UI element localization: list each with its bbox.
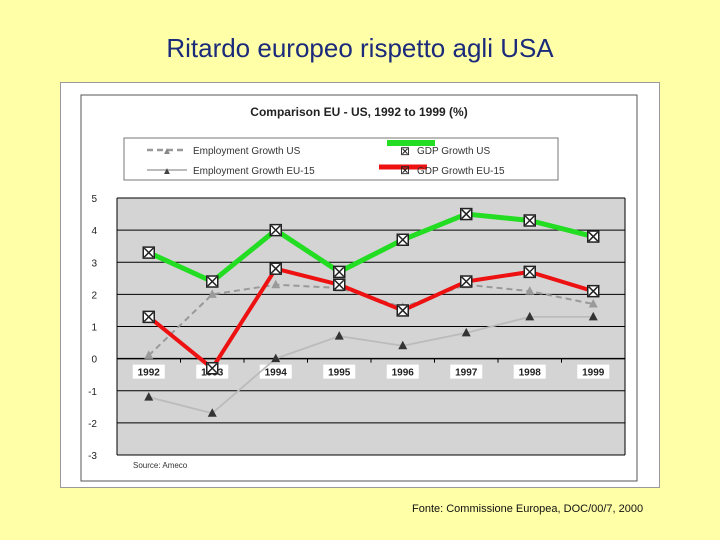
x-tick-label-bg: [450, 364, 483, 379]
y-tick-label: 4: [91, 226, 97, 237]
y-tick-label: 1: [91, 323, 97, 334]
legend: ▲ Employment Growth US ▲ Employment Grow…: [123, 137, 559, 181]
marker-cross: [207, 276, 218, 287]
marker-cross: [207, 363, 218, 374]
y-tick-label: 0: [91, 355, 97, 366]
marker-cross: [270, 225, 281, 236]
x-tick-label-bg: [513, 364, 546, 379]
data-point-employment-eu: [271, 353, 281, 363]
data-point-gdp-eu: [206, 362, 219, 375]
legend-label-gdp-us: GDP Growth US: [417, 146, 490, 157]
data-point-employment-eu: [525, 311, 535, 321]
data-point-gdp-us: [142, 246, 155, 259]
chart-title: Comparison EU - US, 1992 to 1999 (%): [250, 105, 467, 119]
data-point-gdp-us: [206, 275, 219, 288]
series-line-employment-eu: [148, 315, 594, 415]
slide-title: Ritardo europeo rispetto agli USA: [166, 33, 554, 63]
marker-cross: [334, 279, 345, 290]
data-point-gdp-eu: [396, 304, 409, 317]
marker-cross: [397, 305, 408, 316]
data-point-gdp-eu: [460, 275, 473, 288]
data-point-employment-us: [271, 279, 281, 289]
data-point-gdp-eu: [333, 278, 346, 291]
legend-marker-employment-us: ▲: [162, 146, 172, 157]
marker-cross: [397, 234, 408, 245]
data-point-employment-eu: [461, 327, 471, 337]
legend-box: [123, 137, 559, 181]
marker-cross: [143, 311, 154, 322]
data-point-gdp-eu: [587, 284, 600, 298]
marker-cross: [334, 266, 345, 277]
data-point-gdp-us: [587, 230, 600, 243]
y-tick-label: -2: [88, 419, 97, 430]
marker-cross: [461, 276, 472, 287]
marker-cross: [270, 263, 281, 274]
x-tick-label: 1994: [265, 368, 288, 379]
marker-cross: [588, 231, 599, 242]
x-tick-label-bg: [259, 364, 292, 379]
x-tick-label: 1997: [455, 368, 478, 379]
series-gdp-eu: [142, 262, 600, 375]
marker-cross: [461, 209, 472, 220]
data-point-gdp-eu: [142, 310, 155, 324]
legend-marker-gdp-us: ⊠: [400, 144, 410, 158]
data-point-gdp-us: [460, 207, 473, 221]
data-point-gdp-eu: [523, 265, 536, 279]
y-tick-label: 2: [91, 290, 97, 301]
data-point-gdp-us: [523, 214, 536, 227]
legend-marker-gdp-eu: ⊠: [400, 163, 410, 177]
marker-cross: [143, 247, 154, 258]
x-tick-label-bg: [132, 364, 165, 379]
data-point-employment-us: [207, 289, 217, 298]
x-tick-label: 1999: [582, 368, 605, 379]
series-line-employment-us: [148, 283, 594, 357]
data-point-employment-eu: [334, 331, 344, 340]
y-tick-label: 3: [91, 258, 97, 269]
data-point-employment-us: [525, 286, 535, 295]
marker-cross: [588, 286, 599, 297]
data-point-employment-eu: [588, 311, 598, 321]
data-point-employment-eu: [144, 392, 154, 401]
comparison-chart: Comparison EU - US, 1992 to 1999 (%) ▲ E…: [80, 94, 638, 482]
y-tick-label: 5: [91, 194, 97, 205]
data-point-gdp-us: [269, 223, 282, 237]
data-point-gdp-eu: [269, 262, 282, 275]
marker-cross: [524, 266, 535, 277]
y-tick-label: -1: [88, 387, 97, 398]
marker-cross: [524, 215, 535, 226]
data-point-employment-eu: [398, 340, 408, 350]
x-tick-label-bg: [386, 364, 419, 379]
x-tick-label: 1995: [328, 368, 351, 379]
legend-marker-employment-eu: ▲: [162, 166, 172, 177]
series-line-gdp-eu: [147, 266, 594, 371]
x-tick-label-bg: [577, 364, 610, 379]
data-point-employment-eu: [207, 408, 217, 417]
data-point-gdp-us: [333, 265, 346, 279]
chart-frame: Comparison EU - US, 1992 to 1999 (%) ▲ E…: [60, 82, 660, 488]
data-point-employment-us: [144, 350, 154, 359]
data-point-employment-us: [588, 299, 598, 308]
series-employment-eu: [144, 311, 598, 417]
series-line-gdp-us: [147, 211, 594, 285]
x-tick-label: 1998: [519, 368, 542, 379]
data-point-gdp-us: [396, 233, 409, 247]
x-tick-label: 1996: [392, 368, 415, 379]
legend-label-employment-eu: Employment Growth EU-15: [193, 166, 315, 177]
legend-label-gdp-eu: GDP Growth EU-15: [417, 166, 505, 177]
y-tick-label: -3: [88, 451, 97, 462]
series-gdp-us: [142, 207, 600, 288]
footer-source: Fonte: Commissione Europea, DOC/00/7, 20…: [412, 503, 644, 515]
legend-label-employment-us: Employment Growth US: [193, 146, 301, 157]
source-note: Source: Ameco: [133, 461, 188, 470]
x-tick-label-bg: [323, 364, 356, 379]
x-tick-label: 1992: [138, 368, 161, 379]
